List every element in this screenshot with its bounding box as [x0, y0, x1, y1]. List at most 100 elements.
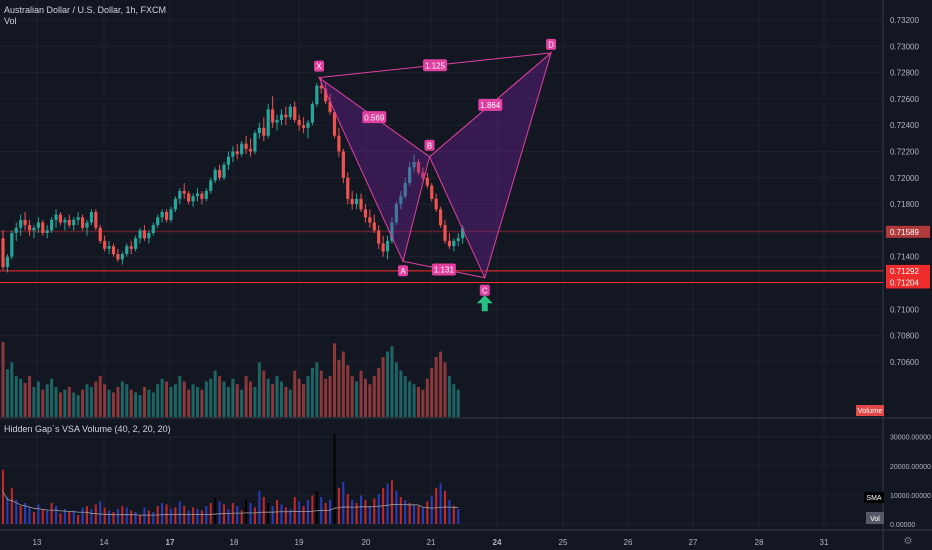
candle-body[interactable] — [368, 217, 371, 222]
volume-bar — [165, 382, 168, 417]
candle-body[interactable] — [37, 223, 40, 228]
candle-body[interactable] — [426, 178, 429, 186]
candle-body[interactable] — [90, 212, 93, 223]
candle-body[interactable] — [147, 233, 150, 238]
candle-body[interactable] — [72, 220, 75, 225]
indicator-legend[interactable]: Hidden Gap`s VSA Volume (40, 2, 20, 20) — [4, 424, 171, 435]
candle-body[interactable] — [41, 223, 44, 234]
candle-body[interactable] — [337, 136, 340, 152]
candle-body[interactable] — [275, 120, 278, 123]
candle-body[interactable] — [81, 217, 84, 228]
candle-body[interactable] — [214, 170, 217, 181]
candle-body[interactable] — [130, 246, 133, 249]
candle-body[interactable] — [59, 215, 62, 223]
candle-body[interactable] — [121, 254, 124, 259]
candle-body[interactable] — [32, 228, 35, 231]
candle-body[interactable] — [333, 112, 336, 136]
candle-body[interactable] — [24, 220, 27, 225]
candle-body[interactable] — [293, 107, 296, 120]
candle-body[interactable] — [161, 212, 164, 217]
candle-body[interactable] — [178, 191, 181, 199]
candle-body[interactable] — [373, 223, 376, 231]
candle-body[interactable] — [54, 215, 57, 220]
candle-body[interactable] — [355, 199, 358, 204]
candle-body[interactable] — [364, 209, 367, 217]
candle-body[interactable] — [222, 165, 225, 178]
candle-body[interactable] — [156, 217, 159, 225]
candle-body[interactable] — [439, 209, 442, 225]
candle-body[interactable] — [448, 241, 451, 246]
candle-body[interactable] — [271, 109, 274, 122]
candle-body[interactable] — [452, 241, 455, 246]
candle-body[interactable] — [284, 115, 287, 118]
candle-body[interactable] — [240, 144, 243, 155]
candle-body[interactable] — [63, 220, 66, 223]
candle-body[interactable] — [298, 120, 301, 125]
candle-body[interactable] — [152, 225, 155, 233]
candle-body[interactable] — [165, 212, 168, 220]
candle-body[interactable] — [209, 180, 212, 191]
candle-body[interactable] — [382, 244, 385, 252]
candle-body[interactable] — [50, 220, 53, 231]
candle-body[interactable] — [196, 194, 199, 197]
candle-body[interactable] — [143, 230, 146, 238]
candle-body[interactable] — [174, 199, 177, 210]
candle-body[interactable] — [258, 128, 261, 133]
candle-body[interactable] — [443, 225, 446, 241]
candle-body[interactable] — [320, 86, 323, 89]
candle-body[interactable] — [280, 115, 283, 120]
candle-body[interactable] — [205, 191, 208, 199]
candle-body[interactable] — [187, 194, 190, 202]
candle-body[interactable] — [430, 186, 433, 199]
candle-body[interactable] — [200, 194, 203, 199]
candle-body[interactable] — [218, 170, 221, 178]
candle-body[interactable] — [435, 199, 438, 210]
candle-body[interactable] — [112, 246, 115, 254]
candle-body[interactable] — [85, 223, 88, 228]
candle-body[interactable] — [289, 107, 292, 118]
candle-body[interactable] — [315, 86, 318, 104]
candle-body[interactable] — [245, 144, 248, 149]
candle-body[interactable] — [107, 246, 110, 249]
candle-body[interactable] — [191, 196, 194, 201]
candle-body[interactable] — [169, 209, 172, 220]
candle-body[interactable] — [103, 241, 106, 249]
candle-body[interactable] — [10, 233, 13, 257]
candle-body[interactable] — [351, 199, 354, 204]
candle-body[interactable] — [19, 220, 22, 228]
candle-body[interactable] — [346, 178, 349, 199]
candle-body[interactable] — [359, 199, 362, 210]
candle-body[interactable] — [46, 230, 49, 233]
candle-body[interactable] — [262, 128, 265, 136]
candle-body[interactable] — [311, 104, 314, 122]
candle-body[interactable] — [94, 212, 97, 228]
candle-body[interactable] — [116, 254, 119, 259]
candle-body[interactable] — [77, 217, 80, 220]
candle-body[interactable] — [302, 125, 305, 128]
candle-body[interactable] — [68, 220, 71, 225]
candle-body[interactable] — [183, 191, 186, 194]
symbol-title[interactable]: Australian Dollar / U.S. Dollar, 1h, FXC… — [4, 5, 166, 16]
candle-body[interactable] — [227, 157, 230, 165]
volume-legend[interactable]: Vol — [4, 16, 17, 27]
candle-body[interactable] — [342, 152, 345, 178]
candle-body[interactable] — [6, 257, 9, 268]
candle-body[interactable] — [134, 238, 137, 249]
candle-body[interactable] — [267, 109, 270, 135]
candle-body[interactable] — [306, 123, 309, 128]
candle-body[interactable] — [125, 246, 128, 254]
candle-body[interactable] — [386, 241, 389, 252]
candle-body[interactable] — [15, 228, 18, 233]
candle-body[interactable] — [99, 228, 102, 241]
candle-body[interactable] — [457, 238, 460, 241]
candle-body[interactable] — [236, 152, 239, 155]
gear-icon[interactable]: ⚙ — [904, 536, 913, 547]
candle-body[interactable] — [1, 238, 4, 267]
candle-body[interactable] — [253, 133, 256, 151]
candle-body[interactable] — [249, 149, 252, 152]
candle-body[interactable] — [231, 152, 234, 157]
candle-body[interactable] — [377, 230, 380, 243]
candle-body[interactable] — [28, 225, 31, 230]
candle-body[interactable] — [138, 230, 141, 238]
